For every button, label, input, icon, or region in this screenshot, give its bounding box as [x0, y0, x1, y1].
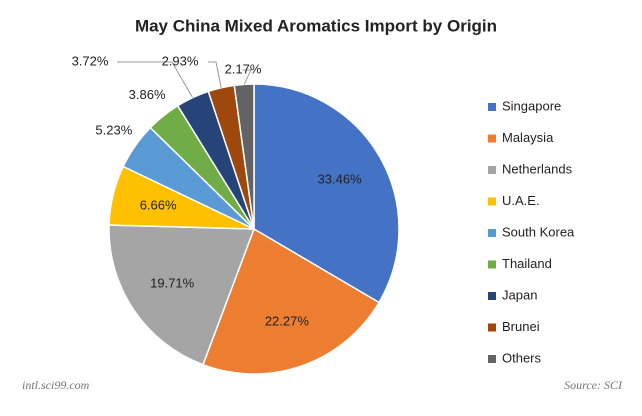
- leader-line: [208, 61, 222, 88]
- legend-swatch: [488, 323, 496, 332]
- legend-swatch: [488, 134, 496, 143]
- pie-slice: [108, 224, 256, 366]
- data-label: 5.23%: [95, 122, 132, 137]
- data-label: 3.72%: [72, 53, 109, 68]
- legend-label: Brunei: [502, 319, 540, 334]
- leader-line: [243, 69, 252, 85]
- footer-left: intl.sci99.com: [22, 378, 90, 392]
- data-label: 2.93%: [162, 53, 199, 68]
- legend-label: Thailand: [502, 256, 552, 271]
- legend-swatch: [488, 292, 496, 300]
- legend-swatch: [488, 260, 496, 269]
- legend-swatch: [488, 103, 496, 111]
- data-label: 33.46%: [318, 171, 363, 186]
- legend-label: Japan: [502, 287, 537, 302]
- legend-label: Singapore: [502, 98, 561, 113]
- legend-label: Netherlands: [502, 161, 573, 176]
- leader-line: [117, 61, 194, 98]
- legend-label: South Korea: [502, 224, 575, 239]
- data-label: 6.66%: [140, 197, 177, 212]
- legend-swatch: [488, 197, 496, 206]
- data-label: 2.17%: [225, 61, 262, 76]
- legend-label: Malaysia: [502, 130, 554, 145]
- pie-slice: [233, 83, 255, 230]
- footer-right: Source: SCI: [564, 378, 623, 392]
- legend-swatch: [488, 166, 496, 174]
- chart-title: May China Mixed Aromatics Import by Orig…: [135, 16, 497, 35]
- legend-label: Others: [502, 350, 542, 365]
- data-label: 22.27%: [265, 313, 310, 328]
- data-label: 19.71%: [150, 275, 195, 290]
- data-label: 3.86%: [129, 87, 166, 102]
- legend-swatch: [488, 355, 496, 363]
- pie-slice: [253, 83, 400, 304]
- legend-label: U.A.E.: [502, 193, 540, 208]
- pie-slice: [201, 227, 381, 375]
- legend-swatch: [488, 229, 496, 237]
